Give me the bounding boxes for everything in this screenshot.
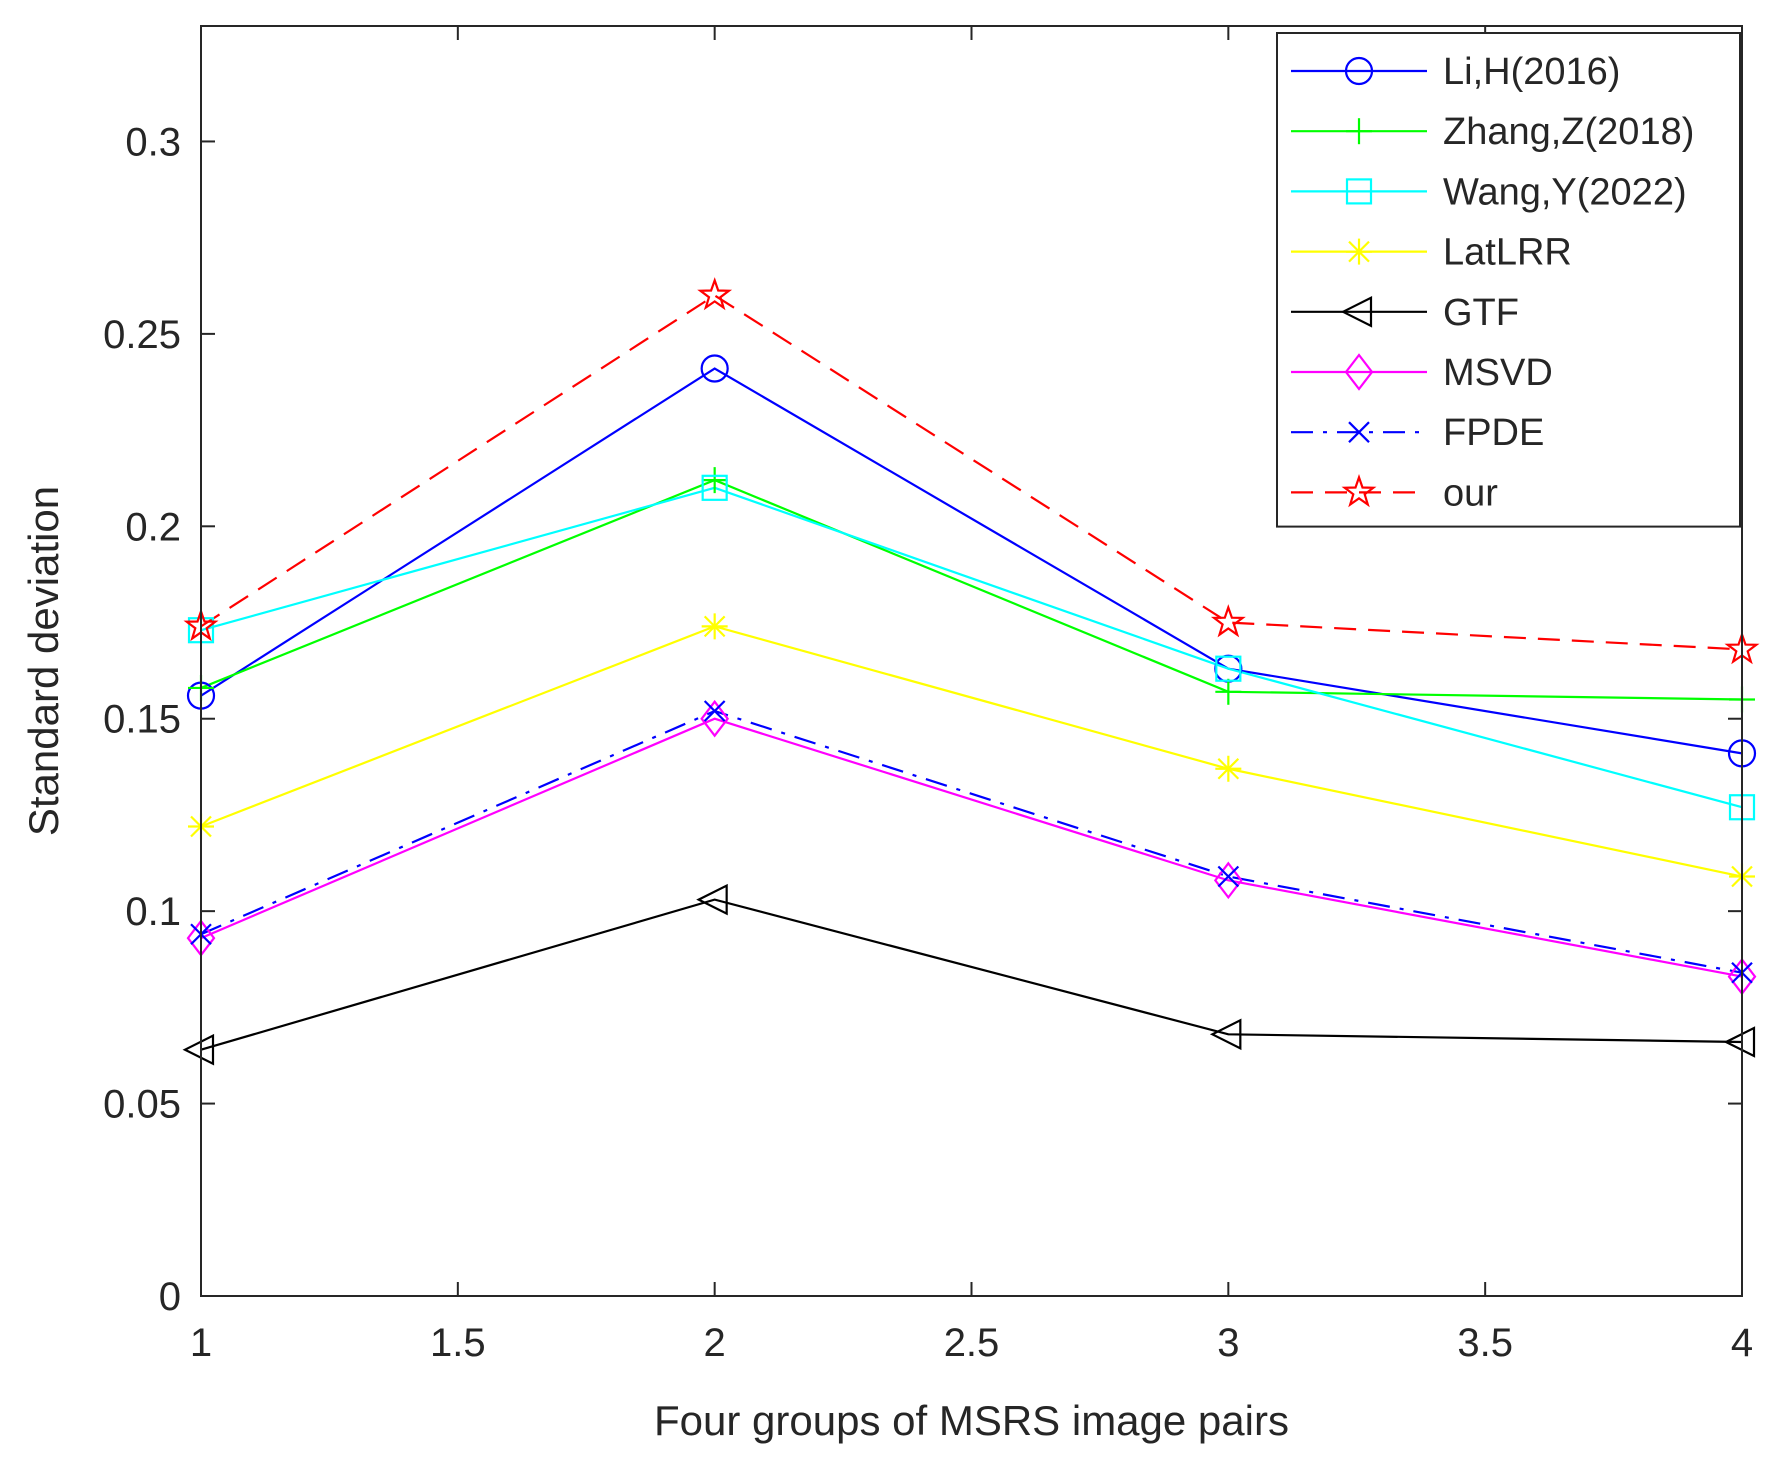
data-point-zhang-z-2018 — [701, 467, 728, 494]
series-line-latlrr — [200, 625, 1743, 878]
legend-marker — [1346, 238, 1372, 265]
data-point-gtf — [182, 1033, 215, 1066]
legend: Li,H(2016) Zhang,Z(2018) Wang,Y(2022) LatLR… — [1276, 32, 1741, 528]
legend-label: MSVD — [1443, 352, 1553, 394]
legend-marker — [1341, 474, 1377, 508]
data-point-msvd — [1213, 861, 1243, 900]
legend-marker — [1340, 296, 1373, 328]
y-axis-ticks: 0 0.05 0.1 0.15 0.2 0.25 0.3 — [103, 120, 1742, 1319]
legend-entry-wang-y-2022: Wang,Y(2022) — [1291, 171, 1687, 213]
data-point-gtf — [1209, 1018, 1242, 1051]
series-line-fpde — [200, 709, 1743, 974]
y-axis-title: Standard deviation — [20, 486, 67, 836]
legend-marker — [1344, 56, 1374, 86]
y-tick-label: 0.05 — [103, 1083, 181, 1127]
legend-marker — [1344, 353, 1374, 391]
legend-entry-our: our — [1291, 472, 1498, 514]
legend-entry-msvd: MSVD — [1291, 352, 1553, 394]
data-point-latlrr — [701, 613, 728, 640]
data-point-zhang-z-2018 — [1215, 678, 1242, 705]
y-tick-label: 0.25 — [103, 313, 181, 357]
legend-marker — [1345, 178, 1373, 205]
x-tick-label: 3.5 — [1457, 1321, 1513, 1365]
legend-label: LatLRR — [1443, 232, 1572, 274]
legend-entry-li-h-2016: Li,H(2016) — [1291, 51, 1620, 93]
legend-entry-fpde: FPDE — [1291, 412, 1544, 454]
legend-label: Zhang,Z(2018) — [1443, 111, 1694, 153]
legend-label: GTF — [1443, 292, 1519, 334]
x-tick-label: 1 — [190, 1321, 212, 1365]
series-line-gtf — [200, 898, 1743, 1051]
y-tick-label: 0 — [159, 1275, 181, 1319]
legend-box — [1276, 32, 1741, 528]
data-point-gtf — [696, 883, 728, 916]
x-tick-label: 2.5 — [944, 1321, 1000, 1365]
legend-label: Wang,Y(2022) — [1443, 171, 1687, 213]
x-tick-label: 4 — [1731, 1321, 1753, 1365]
series-line-wang-y-2022 — [200, 486, 1743, 809]
legend-label: FPDE — [1443, 412, 1544, 454]
legend-marker — [1346, 118, 1372, 145]
legend-marker — [1348, 421, 1370, 443]
x-tick-label: 1.5 — [430, 1321, 486, 1365]
data-point-latlrr — [1215, 755, 1242, 782]
data-point-our — [697, 277, 733, 311]
data-point-our — [1210, 604, 1246, 638]
data-point-fpde — [1217, 865, 1240, 888]
data-point-fpde — [703, 700, 726, 722]
x-axis-ticks: 1 1.5 2 2.5 3 3.5 4 — [190, 26, 1753, 1365]
series-lines — [200, 294, 1743, 1051]
x-axis-title: Four groups of MSRS image pairs — [654, 1397, 1289, 1444]
legend-entry-zhang-z-2018: Zhang,Z(2018) — [1291, 111, 1694, 153]
data-point-gtf — [1723, 1026, 1756, 1058]
series-line-li-h-2016 — [200, 367, 1743, 755]
series-line-msvd — [200, 717, 1743, 978]
x-tick-label: 2 — [704, 1321, 726, 1365]
data-point-wang-y-2022 — [1215, 655, 1242, 682]
legend-label: Li,H(2016) — [1443, 51, 1620, 93]
y-tick-label: 0.15 — [103, 698, 181, 742]
data-point-msvd — [700, 699, 730, 738]
y-tick-label: 0.2 — [125, 505, 181, 549]
series-line-zhang-z-2018 — [200, 478, 1743, 701]
data-point-li-h-2016 — [700, 354, 729, 383]
x-tick-label: 3 — [1217, 1321, 1239, 1365]
legend-entry-gtf: GTF — [1291, 292, 1519, 334]
series-line-our — [200, 294, 1743, 651]
legend-label: our — [1443, 472, 1498, 514]
y-tick-label: 0.3 — [125, 120, 181, 164]
data-point-wang-y-2022 — [701, 474, 728, 501]
y-tick-label: 0.1 — [125, 890, 181, 934]
legend-entry-latlrr: LatLRR — [1291, 232, 1572, 274]
